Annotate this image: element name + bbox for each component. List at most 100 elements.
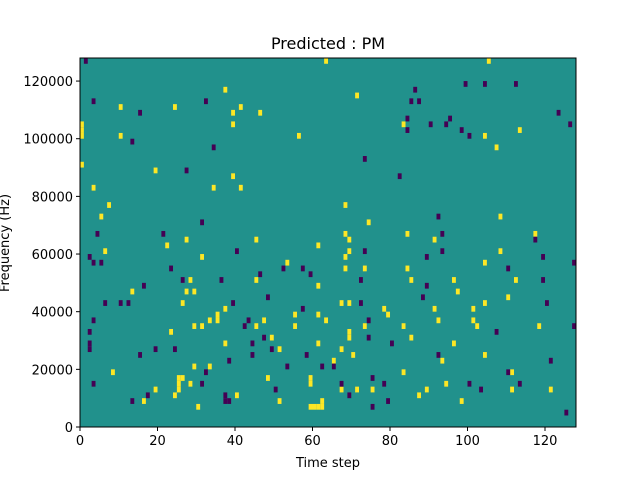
heatmap-cell-low	[145, 392, 150, 399]
heatmap-cell-low	[231, 300, 236, 306]
heatmap-cell-low	[517, 380, 522, 387]
heatmap-cell-high	[424, 386, 429, 393]
heatmap-cell-low	[87, 346, 92, 353]
heatmap-cell-low	[161, 230, 166, 237]
heatmap-cell-high	[215, 317, 220, 324]
heatmap-cell-low	[448, 115, 453, 122]
heatmap-cell-high	[200, 254, 205, 260]
heatmap-cell-high	[285, 259, 290, 266]
heatmap-cell-low	[359, 300, 363, 306]
heatmap-cell-high	[339, 386, 344, 393]
heatmap-cell-high	[169, 328, 174, 335]
heatmap-cell-high	[184, 288, 189, 295]
x-tick-label: 60	[304, 434, 321, 449]
heatmap-cell-high	[471, 305, 476, 312]
heatmap-cell-low	[467, 380, 472, 387]
heatmap-cell-high	[99, 213, 104, 220]
heatmap-cell-low	[200, 219, 205, 226]
x-tick-label: 20	[149, 434, 166, 449]
y-tick-label: 40000	[32, 306, 73, 321]
heatmap-cell-low	[424, 282, 429, 289]
heatmap-cell-high	[347, 248, 352, 255]
heatmap-cell-high	[231, 173, 236, 180]
heatmap-cell-high	[231, 109, 236, 116]
heatmap-cell-high	[517, 127, 522, 133]
heatmap-cell-high	[188, 277, 193, 283]
y-tick-label: 100000	[23, 133, 73, 148]
heatmap-cell-high	[343, 230, 348, 237]
heatmap-cell-low	[417, 98, 422, 105]
heatmap-cell-low	[223, 392, 228, 399]
heatmap-cell-high	[475, 323, 480, 329]
heatmap-cell-low	[126, 300, 131, 306]
heatmap-cell-low	[300, 265, 305, 272]
heatmap-cell-high	[176, 380, 181, 387]
heatmap-cell-high	[107, 202, 112, 208]
heatmap-cell-high	[459, 398, 464, 404]
x-tick-label: 40	[227, 434, 244, 449]
x-tick-label: 0	[76, 434, 84, 449]
heatmap-cell-low	[169, 265, 174, 272]
heatmap-cell-high	[308, 380, 313, 387]
heatmap-cell-high	[366, 219, 371, 226]
heatmap-cell-low	[99, 259, 104, 266]
heatmap-cell-low	[390, 340, 394, 347]
heatmap-cell-high	[432, 305, 437, 312]
heatmap-cell-low	[405, 115, 410, 122]
heatmap-cell-low	[370, 375, 375, 381]
heatmap-cell-low	[362, 248, 367, 255]
heatmap-cell-high	[211, 184, 216, 191]
heatmap-cell-low	[541, 277, 546, 283]
heatmap-cell-high	[192, 363, 197, 370]
heatmap-cell-low	[428, 121, 433, 128]
heatmap-cell-high	[548, 386, 553, 393]
heatmap-cell-high	[339, 346, 344, 353]
heatmap-cell-low	[366, 334, 371, 341]
y-tick-label: 120000	[23, 75, 73, 90]
heatmap-cell-low	[405, 127, 410, 133]
heatmap-cell-high	[192, 288, 197, 295]
heatmap-cell-high	[401, 323, 406, 329]
heatmap-cell-low	[227, 357, 232, 364]
heatmap-cell-low	[269, 346, 274, 353]
heatmap-cell-high	[180, 375, 185, 381]
heatmap-cell-high	[223, 305, 228, 312]
y-tick-label: 0	[65, 421, 73, 436]
heatmap-cell-high	[184, 236, 189, 243]
heatmap-cell-high	[510, 369, 515, 376]
heatmap-cell-high	[362, 323, 367, 329]
y-tick-label: 20000	[32, 363, 73, 378]
heatmap-cell-low	[223, 398, 228, 404]
heatmap-cell-low	[242, 323, 247, 329]
heatmap-cell-high	[188, 380, 193, 387]
heatmap-cell-high	[293, 323, 298, 329]
heatmap-cell-high	[266, 375, 270, 381]
heatmap-cell-high	[498, 213, 503, 220]
heatmap-cell-low	[506, 265, 511, 272]
heatmap-cell-low	[440, 230, 445, 237]
heatmap-cell-high	[494, 144, 499, 151]
heatmap-cell-high	[262, 317, 267, 324]
heatmap-cell-high	[231, 121, 236, 128]
heatmap-cell-high	[80, 132, 84, 139]
heatmap-cell-high	[316, 403, 321, 410]
heatmap-cell-high	[235, 392, 239, 399]
heatmap-cell-high	[176, 386, 181, 393]
heatmap-cell-low	[382, 380, 387, 387]
heatmap-cell-low	[506, 369, 511, 376]
heatmap-cell-high	[382, 305, 387, 312]
heatmap-cell-low	[386, 398, 391, 404]
heatmap-cell-high	[192, 323, 197, 329]
heatmap-cell-low	[103, 300, 108, 306]
heatmap-cell-low	[370, 403, 375, 410]
heatmap-cell-low	[397, 173, 402, 180]
heatmap-cell-high	[316, 311, 321, 318]
heatmap-cell-low	[246, 317, 251, 324]
heatmap-cell-high	[320, 403, 325, 410]
y-axis-label: Frequency (Hz)	[0, 194, 13, 292]
heatmap-cell-high	[293, 311, 298, 318]
heatmap-cell-high	[471, 317, 476, 324]
heatmap-cell-low	[362, 156, 367, 162]
heatmap-cell-low	[130, 138, 135, 145]
heatmap-cell-high	[331, 357, 336, 364]
